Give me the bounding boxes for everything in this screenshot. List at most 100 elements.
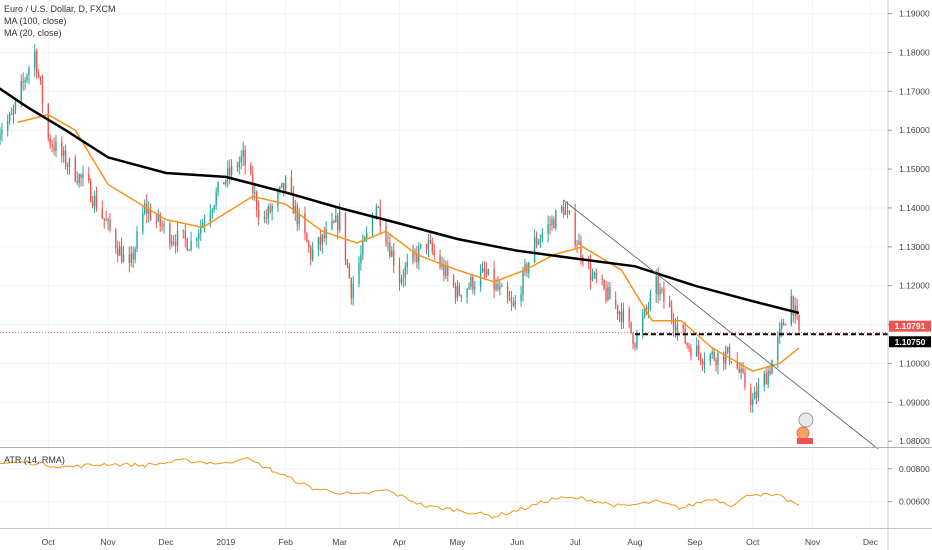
candle-body [767,370,769,385]
trendline[interactable] [563,199,879,450]
time-tick-label: Sep [687,537,702,547]
earnings-icon[interactable] [798,412,814,428]
candle-body [182,229,185,232]
candle-body [400,278,403,283]
candle-body [350,278,352,299]
candle-body [132,253,134,260]
candle-body [508,297,511,301]
time-tick-label: Oct [746,537,760,547]
candle-body [589,263,592,280]
candle-body [53,146,55,151]
candle-body [753,391,756,400]
candle-body [317,237,320,250]
candle-body [321,234,324,245]
candle-body [265,217,268,219]
candle-body [744,372,746,388]
price-tick-label: 1.10000 [899,358,930,368]
candle-body [553,219,555,229]
main-pane-grid [0,0,888,447]
candle-body [366,232,368,238]
events-bar-icon[interactable] [796,438,813,444]
candle-body [335,215,337,223]
main-pane-series [0,44,888,450]
candle-body [14,100,17,110]
candle-body [78,174,80,184]
candle-body [157,213,159,221]
candle-body [211,210,213,214]
candle-body [634,344,636,348]
time-tick-label: Feb [278,537,293,547]
candle-body [142,213,144,232]
candle-body [290,176,293,193]
candle-body [736,361,738,369]
candle-body [740,368,742,373]
level-badge [889,336,931,348]
candle-body [715,359,717,366]
candle-body [115,230,117,249]
candle-body [267,206,269,219]
candle-body [358,263,360,284]
time-tick-label: Jul [570,537,581,547]
candle-body [122,254,125,263]
candle-body [209,213,212,223]
candle-body [41,81,44,105]
candle-body [227,167,229,181]
candle-body [564,210,567,215]
candle-body [703,361,706,365]
candle-body [779,328,781,337]
time-tick-label: Jun [510,537,524,547]
candle-body [539,238,542,242]
candle-body [35,51,38,74]
candle-body [555,210,557,229]
ma100-line [0,87,800,315]
dividends-icon[interactable] [796,426,810,440]
candle-body [323,234,325,239]
candle-body [238,162,241,168]
candle-body [51,144,53,147]
candle-body [628,309,630,322]
candle-body [630,321,632,333]
candle-body [306,233,308,242]
candle-body [643,308,646,317]
candle-body [338,212,341,231]
candle-body [186,238,188,251]
price-tick-label: 1.19000 [899,9,930,19]
candle-body [55,141,57,151]
candle-body [103,218,105,220]
time-axis: Oct Nov Dec 2019 Feb Mar Apr May Jun Jul Aug Sep Oct… [0,528,932,547]
candle-body [458,286,461,296]
candle-body [501,286,503,288]
candle-body [196,239,198,241]
candle-body [169,223,171,245]
time-tick-label: Dec [158,537,174,547]
candle-body [696,345,698,357]
candle-body [74,158,76,181]
candle-body [535,237,538,245]
candle-body [90,180,92,202]
legend-ma100: MA (100, close) [4,16,67,26]
candle-body [389,242,391,257]
candle-body [470,277,472,288]
candle-body [506,286,509,298]
candle-body [377,206,379,208]
candle-body [429,240,432,243]
time-tick-label: May [449,537,466,547]
candle-body [663,288,665,302]
candle-body [699,353,702,362]
candle-body [431,242,434,252]
time-tick-label: Nov [101,537,117,547]
candle-body [578,241,580,245]
candle-body [49,137,51,145]
candle-body [174,241,177,246]
candle-body [780,322,783,329]
candle-body [319,237,322,245]
candle-body [723,352,725,364]
candle-body [352,283,354,299]
candle-body [184,231,186,239]
price-tick-label: 1.14000 [899,203,930,213]
candle-body [750,387,752,405]
time-tick-label: Mar [332,537,347,547]
candle-body [443,264,445,277]
candle-body [223,182,225,185]
candle-body [616,305,619,314]
